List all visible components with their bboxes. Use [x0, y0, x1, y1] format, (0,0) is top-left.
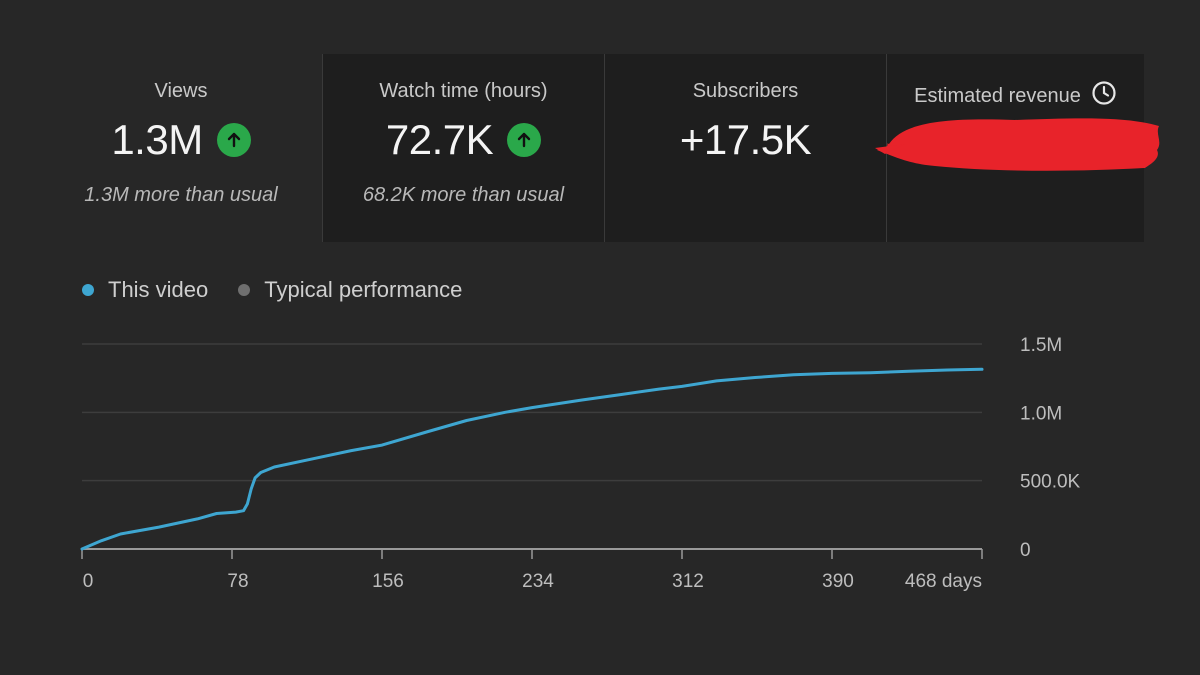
views-line-chart[interactable]: 0 500.0K 1.0M 1.5M 0 78 156 234 312 390 468 days — [0, 320, 1200, 610]
clock-icon — [1091, 80, 1117, 112]
x-tick-label: 156 — [372, 571, 404, 592]
y-tick-label: 0 — [1020, 540, 1031, 561]
arrow-up-icon — [507, 123, 542, 157]
x-tick-label: 234 — [522, 571, 554, 592]
redaction-scribble — [875, 118, 1160, 171]
arrow-up-icon — [216, 123, 251, 157]
x-tick-label: 468 days — [905, 571, 982, 592]
revenue-card[interactable]: Estimated revenue — [875, 54, 1160, 242]
x-tick-label: 312 — [672, 571, 704, 592]
metric-cards: Views 1.3M 1.3M more than usual Watch ti… — [40, 54, 1160, 242]
watch-time-comparison: 68.2K more than usual — [362, 184, 565, 206]
y-tick-label: 500.0K — [1020, 472, 1081, 493]
watch-time-value: 72.7K — [385, 116, 494, 163]
x-tick-label: 0 — [83, 571, 94, 592]
subscribers-label: Subscribers — [692, 80, 799, 102]
legend-typical-label: Typical performance — [264, 277, 463, 302]
views-comparison: 1.3M more than usual — [84, 184, 278, 206]
legend-dot-this-video — [82, 284, 94, 296]
series-line-this-video — [80, 367, 984, 551]
watch-time-card[interactable]: Watch time (hours) 72.7K 68.2K more than… — [322, 54, 604, 242]
views-label: Views — [154, 80, 208, 102]
subscribers-value: +17.5K — [679, 116, 812, 163]
chart-legend: This video Typical performance — [82, 277, 482, 303]
views-value: 1.3M — [111, 116, 203, 163]
views-card[interactable]: Views 1.3M 1.3M more than usual — [40, 54, 322, 242]
x-tick-label: 390 — [822, 571, 854, 592]
legend-dot-typical — [238, 284, 251, 296]
legend-this-video-label: This video — [108, 277, 209, 302]
legend-this-video[interactable]: This video — [82, 277, 208, 303]
y-tick-label: 1.0M — [1020, 403, 1062, 424]
watch-time-label: Watch time (hours) — [379, 80, 548, 102]
revenue-label: Estimated revenue — [914, 84, 1081, 107]
x-tick-label: 78 — [227, 571, 248, 592]
legend-typical-performance[interactable]: Typical performance — [238, 277, 462, 303]
y-tick-label: 1.5M — [1020, 335, 1062, 356]
subscribers-card[interactable]: Subscribers +17.5K — [604, 54, 886, 242]
